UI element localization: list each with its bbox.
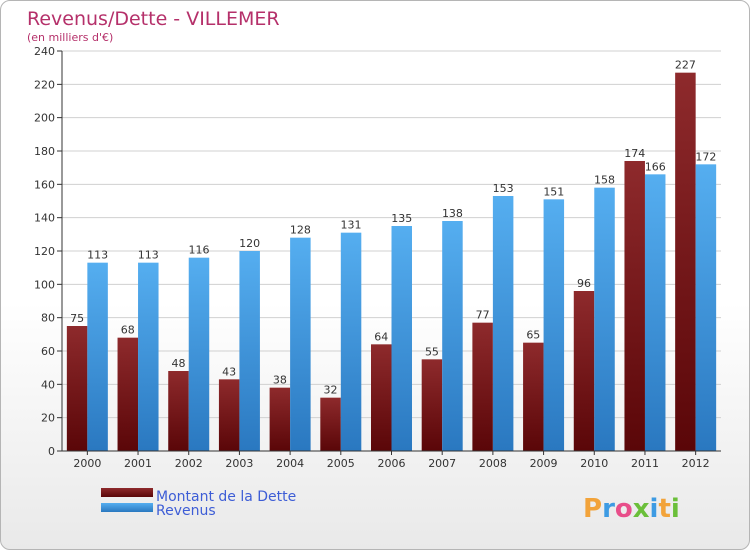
y-tick-label: 120 <box>34 245 55 258</box>
legend-label-revenus: Revenus <box>156 503 216 519</box>
y-tick-label: 220 <box>34 78 55 91</box>
bars <box>66 72 717 452</box>
x-tick-label: 2010 <box>580 457 608 470</box>
x-tick-label: 2009 <box>530 457 558 470</box>
data-label: 116 <box>188 244 209 257</box>
bar-revenus-2011 <box>644 174 666 452</box>
data-label: 138 <box>442 207 463 220</box>
data-label: 48 <box>171 357 185 370</box>
data-label: 43 <box>222 365 236 378</box>
bar-debt-2011 <box>624 161 645 451</box>
legend: Montant de la Dette Revenus <box>101 488 296 519</box>
bar-debt-2001 <box>117 337 139 451</box>
x-tick-label: 2007 <box>428 457 456 470</box>
bar-revenus-2010 <box>594 187 615 451</box>
bar-revenus-2009 <box>543 199 565 451</box>
data-label: 64 <box>374 330 388 343</box>
y-tick-label: 20 <box>41 412 55 425</box>
bar-revenus-2001 <box>138 262 159 451</box>
data-label: 166 <box>645 160 666 173</box>
y-tick-label: 80 <box>41 312 55 325</box>
data-labels: 75 113 68 113 48 116 43 120 38 128 32 131 64 135 55 138… <box>70 59 716 397</box>
chart-title: Revenus/Dette - VILLEMER <box>27 8 280 30</box>
y-tick-label: 180 <box>34 145 55 158</box>
bar-revenus-2002 <box>188 257 210 451</box>
y-tick-label: 240 <box>34 45 55 58</box>
bar-debt-2008 <box>472 322 493 451</box>
bar-revenus-2008 <box>492 196 514 451</box>
x-tick-label: 2003 <box>225 457 253 470</box>
bar-revenus-2006 <box>391 226 412 451</box>
x-tick-label: 2005 <box>327 457 355 470</box>
chart-subtitle: (en milliers d'€) <box>27 31 113 44</box>
bar-debt-2005 <box>320 397 341 451</box>
data-label: 131 <box>341 219 362 232</box>
data-label: 174 <box>624 147 645 160</box>
y-tick-label: 40 <box>41 378 55 391</box>
proxiti-logo: Proxiti <box>583 494 680 524</box>
x-tick-label: 2011 <box>631 457 659 470</box>
x-tick-label: 2001 <box>124 457 152 470</box>
data-label: 65 <box>526 329 540 342</box>
data-label: 135 <box>391 212 412 225</box>
data-label: 32 <box>324 384 338 397</box>
x-tick-label: 2008 <box>479 457 507 470</box>
x-axis: 2000 2001 2002 2003 2004 2005 2006 2007 2008 2009… <box>73 451 710 470</box>
data-label: 153 <box>493 182 514 195</box>
x-tick-label: 2000 <box>73 457 101 470</box>
data-label: 75 <box>70 312 84 325</box>
data-label: 55 <box>425 345 439 358</box>
bar-revenus-2003 <box>239 251 260 451</box>
logo-text: Proxiti <box>583 494 680 524</box>
legend-swatch-debt <box>101 488 153 497</box>
data-label: 38 <box>273 374 287 387</box>
bar-debt-2010 <box>573 291 595 451</box>
y-tick-label: 140 <box>34 212 55 225</box>
bar-debt-2007 <box>421 359 443 451</box>
data-label: 113 <box>138 249 159 262</box>
bar-debt-2009 <box>523 342 544 451</box>
bar-revenus-2007 <box>442 221 463 451</box>
x-tick-label: 2012 <box>682 457 710 470</box>
x-tick-label: 2006 <box>378 457 406 470</box>
y-tick-label: 60 <box>41 345 55 358</box>
y-axis: 0 20 40 60 80 100 120 140 160 180 200 220 240 <box>34 45 62 458</box>
bar-debt-2000 <box>66 326 88 451</box>
y-tick-label: 200 <box>34 112 55 125</box>
bar-debt-2003 <box>218 379 240 451</box>
data-label: 96 <box>577 277 591 290</box>
bar-debt-2012 <box>675 72 696 452</box>
data-label: 68 <box>121 324 135 337</box>
bar-revenus-2000 <box>87 262 108 451</box>
data-label: 158 <box>594 174 615 187</box>
bar-debt-2002 <box>168 371 189 451</box>
data-label: 128 <box>290 224 311 237</box>
bar-revenus-2005 <box>340 232 362 451</box>
bar-revenus-2012 <box>695 164 717 452</box>
data-label: 77 <box>476 309 490 322</box>
data-label: 172 <box>695 150 716 163</box>
y-tick-label: 100 <box>34 278 55 291</box>
data-label: 113 <box>87 249 108 262</box>
x-tick-label: 2004 <box>276 457 304 470</box>
data-label: 151 <box>543 185 564 198</box>
data-label: 227 <box>675 59 696 72</box>
bar-debt-2006 <box>371 344 392 451</box>
y-tick-label: 0 <box>48 445 55 458</box>
legend-swatch-revenus <box>101 503 153 512</box>
bar-revenus-2004 <box>290 237 311 451</box>
legend-label-debt: Montant de la Dette <box>156 489 296 505</box>
data-label: 120 <box>239 237 260 250</box>
x-tick-label: 2002 <box>175 457 203 470</box>
y-tick-label: 160 <box>34 178 55 191</box>
bar-debt-2004 <box>269 387 291 451</box>
